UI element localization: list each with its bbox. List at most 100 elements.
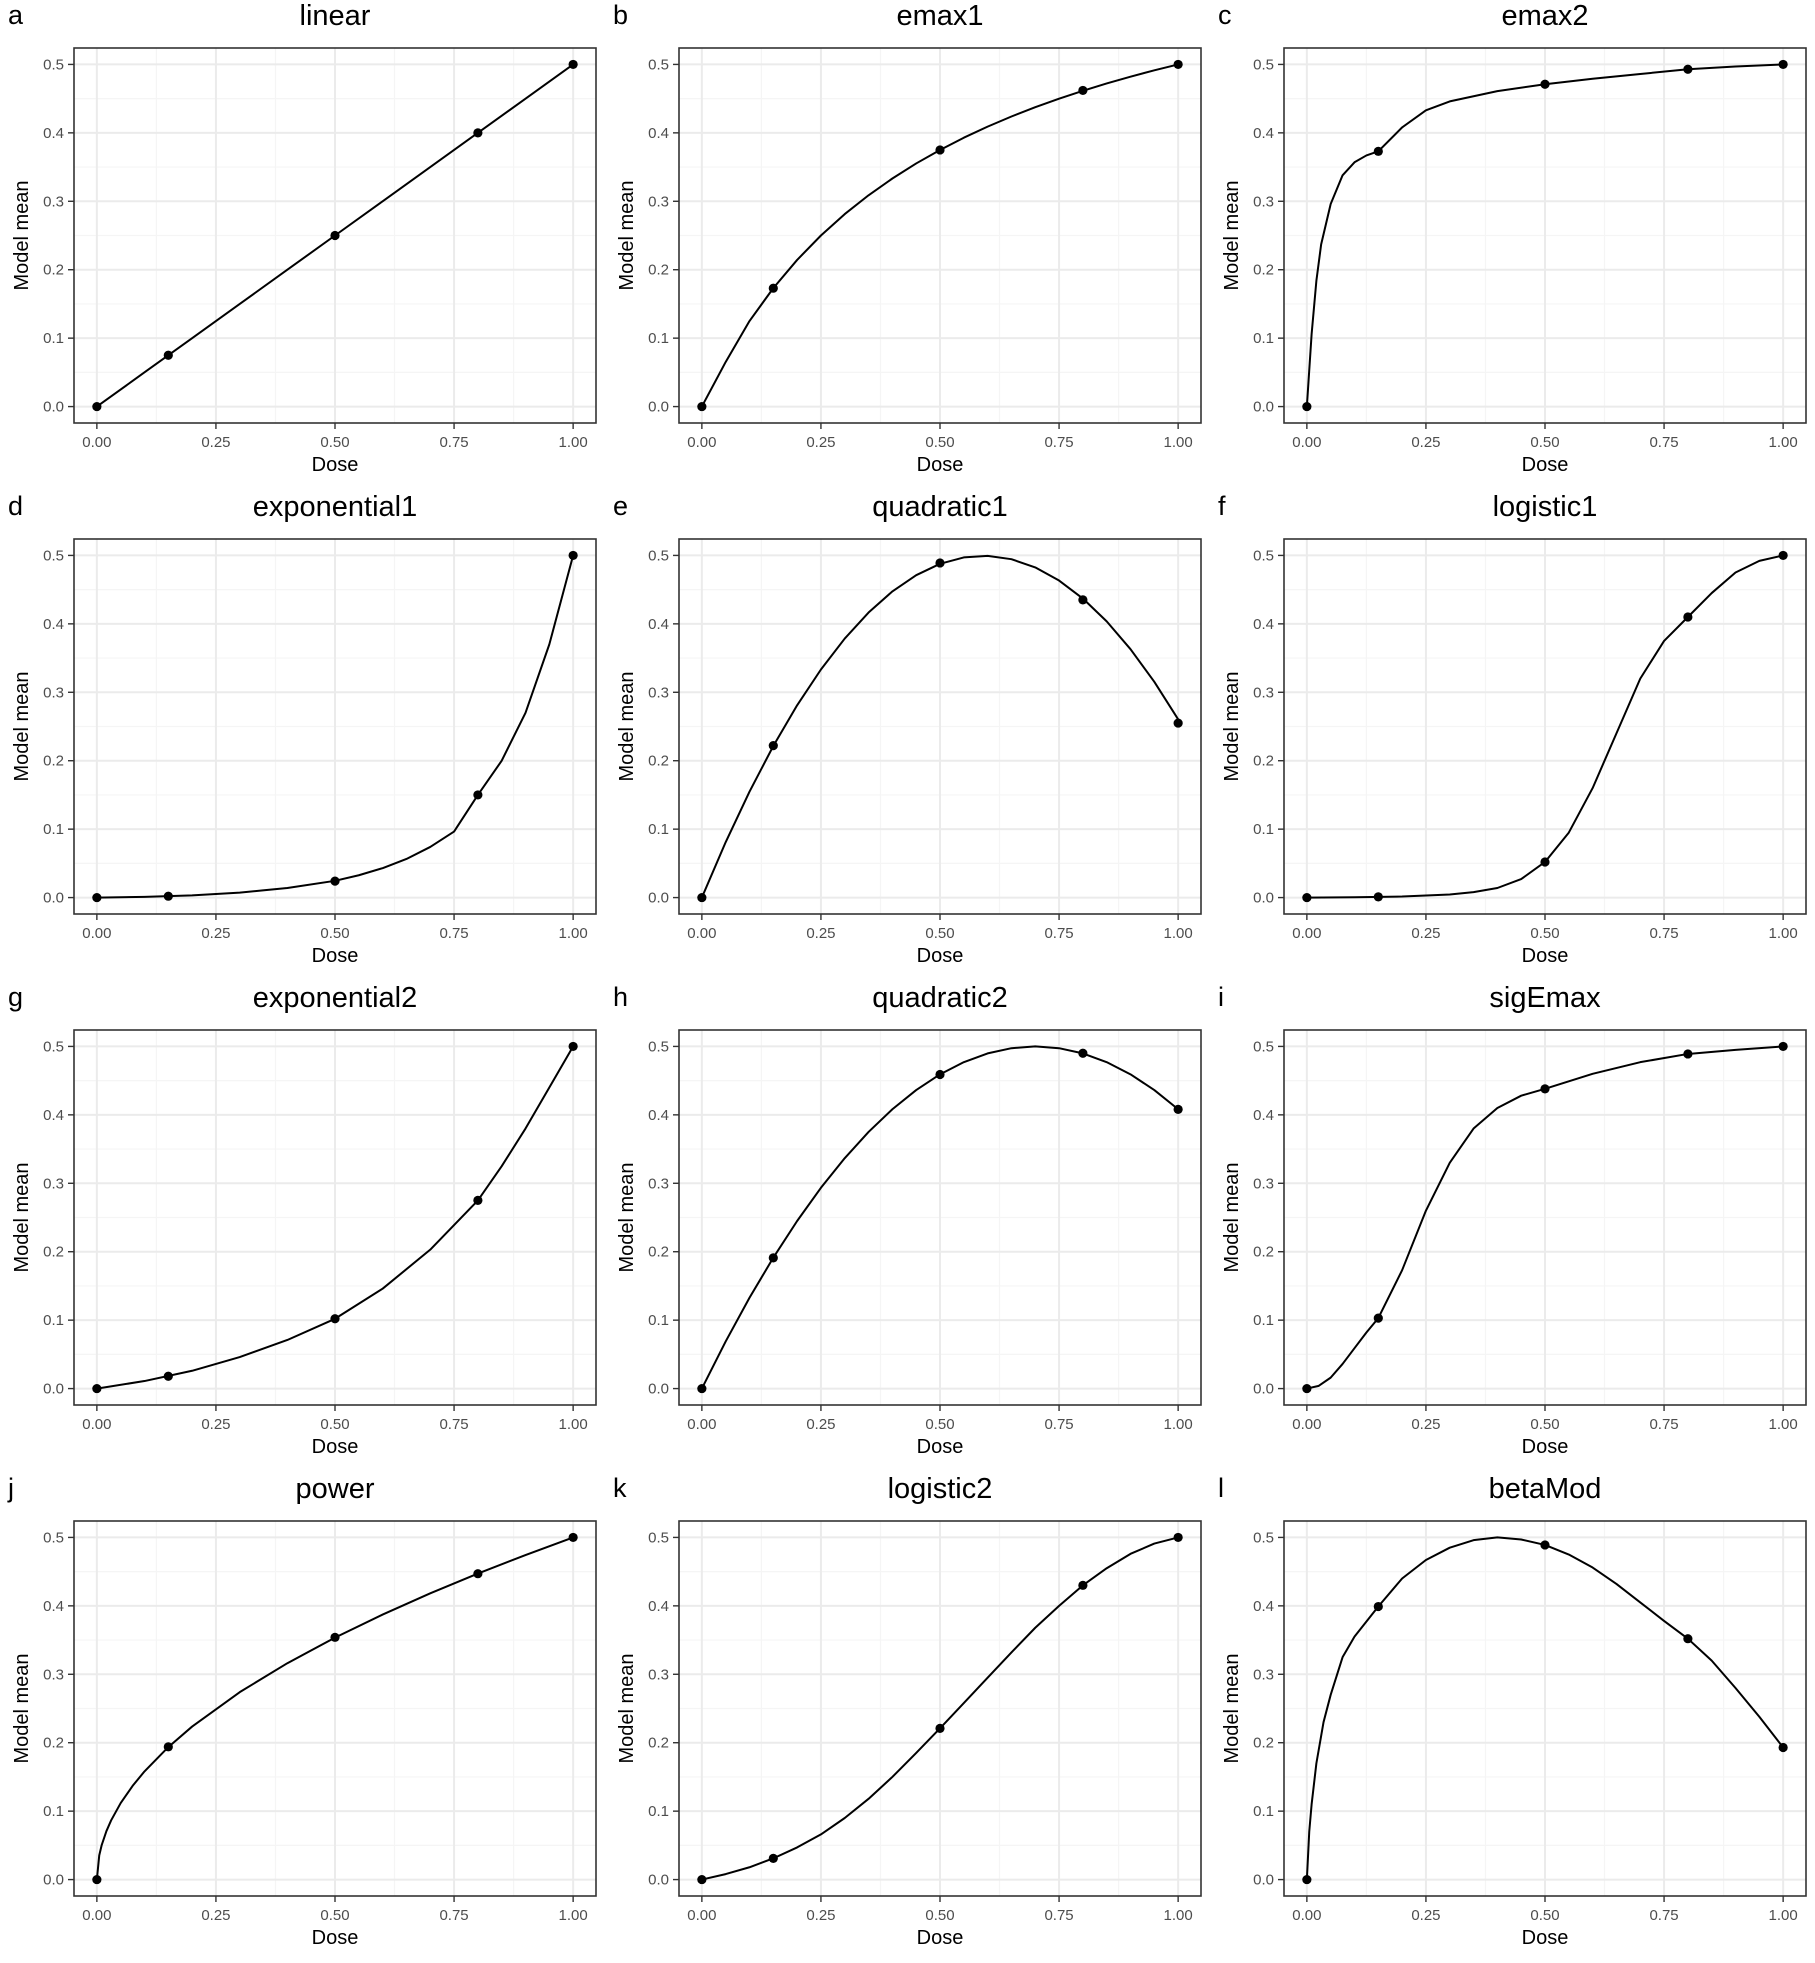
x-tick-label: 0.75 [1044, 1907, 1073, 1924]
panel-letter: h [613, 982, 629, 1012]
panel-title: quadratic1 [872, 491, 1008, 523]
x-tick-label: 0.00 [1292, 1907, 1321, 1924]
panel-i: i sigEmax 0.00 0.25 0.50 0.75 1.00 0.0 0.1 0.2 0.3… [1210, 982, 1815, 1472]
panel-title: sigEmax [1489, 982, 1601, 1014]
data-point [1302, 401, 1312, 412]
panel-k: k logistic2 0.00 0.25 0.50 0.75 1.00 0.0 0.1 0.2 0… [605, 1473, 1210, 1963]
data-point [768, 741, 778, 751]
data-point [1683, 64, 1693, 74]
y-tick-label: 0.5 [1253, 547, 1274, 564]
x-tick-label: 1.00 [559, 925, 588, 942]
panel-e: e quadratic1 0.00 0.25 0.50 0.75 1.00 0.0 0.1 0.2… [605, 491, 1210, 981]
x-tick-label: 0.50 [320, 434, 349, 451]
data-point [568, 1041, 578, 1052]
x-tick-label: 0.50 [1530, 1907, 1559, 1924]
x-tick-label: 1.00 [1164, 434, 1193, 451]
panel-letter: k [613, 1473, 627, 1503]
y-axis-label: Model mean [1221, 671, 1243, 781]
y-tick-label: 0.1 [1253, 1312, 1274, 1329]
data-point [568, 59, 578, 70]
plot-svg: 0.00 0.25 0.50 0.75 1.00 0.0 0.1 0.2 0.3 0.4 0.5 Do… [616, 47, 1202, 476]
y-tick-label: 0.2 [1253, 1244, 1274, 1261]
data-point [1540, 79, 1550, 89]
x-tick-label: 1.00 [1164, 1907, 1193, 1924]
data-point [1078, 85, 1088, 96]
data-point [92, 1874, 102, 1885]
panel-letter: l [1218, 1473, 1224, 1503]
y-tick-label: 0.4 [43, 1107, 64, 1124]
data-point [163, 1371, 173, 1381]
y-tick-label: 0.5 [43, 547, 64, 564]
y-axis-label: Model mean [1221, 1162, 1243, 1272]
plot-svg: 0.00 0.25 0.50 0.75 1.00 0.0 0.1 0.2 0.3 0.4 0.5 Do… [11, 538, 597, 967]
y-axis-label: Model mean [11, 671, 33, 781]
x-tick-label: 1.00 [1769, 434, 1798, 451]
data-point [768, 283, 778, 293]
data-point [697, 1383, 707, 1394]
x-tick-label: 0.75 [1044, 1416, 1073, 1433]
plot-svg: 0.00 0.25 0.50 0.75 1.00 0.0 0.1 0.2 0.3 0.4 0.5 Do… [616, 1520, 1202, 1949]
y-tick-label: 0.0 [1253, 890, 1274, 907]
x-tick-label: 1.00 [1769, 1416, 1798, 1433]
x-tick-label: 0.00 [82, 1416, 111, 1433]
y-tick-label: 0.2 [43, 1244, 64, 1261]
plot-svg: 0.00 0.25 0.50 0.75 1.00 0.0 0.1 0.2 0.3 0.4 0.5 Do… [616, 1029, 1202, 1458]
y-tick-label: 0.4 [1253, 1598, 1274, 1615]
y-tick-label: 0.3 [43, 193, 64, 210]
data-point [330, 876, 340, 886]
y-tick-label: 0.3 [1253, 1666, 1274, 1683]
plot-svg: 0.00 0.25 0.50 0.75 1.00 0.0 0.1 0.2 0.3 0.4 0.5 Do… [1221, 1029, 1807, 1458]
data-point [92, 1383, 102, 1394]
data-point [1683, 612, 1693, 622]
panel-title: power [295, 1473, 375, 1505]
model-curve [1305, 1536, 1785, 1881]
panel-letter: i [1218, 982, 1224, 1012]
panel-l: l betaMod 0.00 0.25 0.50 0.75 1.00 0.0 0.1 0.2 0.3… [1210, 1473, 1815, 1963]
y-axis-label: Model mean [1221, 180, 1243, 290]
y-tick-label: 0.3 [648, 1175, 669, 1192]
y-tick-label: 0.0 [1253, 1381, 1274, 1398]
data-point [473, 128, 483, 138]
y-tick-label: 0.4 [648, 125, 669, 142]
x-tick-label: 0.25 [201, 434, 230, 451]
data-point [697, 892, 707, 903]
y-tick-label: 0.0 [1253, 399, 1274, 416]
major-grid [1284, 1521, 1806, 1896]
x-tick-label: 0.75 [1044, 434, 1073, 451]
x-tick-label: 1.00 [1769, 1907, 1798, 1924]
x-tick-label: 0.00 [82, 925, 111, 942]
panel-c: c emax2 0.00 0.25 0.50 0.75 1.00 0.0 0.1 0.2 0.3 0.… [1210, 0, 1815, 490]
y-tick-label: 0.5 [1253, 56, 1274, 73]
panel-letter: b [613, 0, 629, 30]
x-tick-label: 0.50 [320, 925, 349, 942]
x-tick-label: 1.00 [1769, 925, 1798, 942]
x-tick-label: 0.75 [1649, 1416, 1678, 1433]
x-tick-label: 1.00 [559, 1416, 588, 1433]
panel-h: h quadratic2 0.00 0.25 0.50 0.75 1.00 0.0 0.1 0.2… [605, 982, 1210, 1472]
y-tick-label: 0.0 [648, 1872, 669, 1889]
x-tick-label: 0.25 [806, 925, 835, 942]
y-tick-label: 0.2 [43, 753, 64, 770]
y-tick-label: 0.4 [1253, 616, 1274, 633]
y-tick-label: 0.0 [648, 399, 669, 416]
data-point [1373, 1601, 1383, 1612]
y-tick-label: 0.3 [1253, 193, 1274, 210]
x-tick-label: 0.00 [687, 1416, 716, 1433]
major-grid [1284, 1030, 1806, 1405]
x-tick-label: 0.50 [925, 925, 954, 942]
y-tick-label: 0.5 [1253, 1038, 1274, 1055]
x-tick-label: 0.75 [439, 1416, 468, 1433]
y-tick-label: 0.0 [648, 1381, 669, 1398]
y-tick-label: 0.1 [648, 1312, 669, 1329]
data-point [568, 1532, 578, 1543]
x-axis-label: Dose [917, 454, 964, 476]
x-tick-label: 0.50 [925, 1907, 954, 1924]
panel-g: g exponential2 0.00 0.25 0.50 0.75 1.00 0.0 0.1 0… [0, 982, 605, 1472]
model-curve [1305, 63, 1785, 408]
panel-letter: g [8, 982, 24, 1012]
data-point [163, 891, 173, 901]
data-point [1302, 1874, 1312, 1885]
x-tick-label: 0.25 [1411, 434, 1440, 451]
x-tick-label: 0.50 [320, 1416, 349, 1433]
